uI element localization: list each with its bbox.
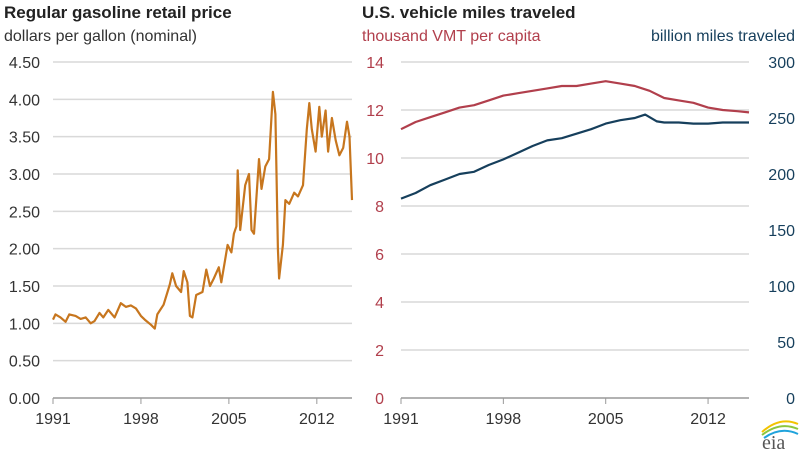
- gasoline-x-tick-label: 1998: [123, 411, 159, 428]
- gasoline-y-tick-label: 3.50: [9, 130, 40, 147]
- gasoline-y-tick-label: 0.50: [9, 354, 40, 371]
- eia-logo: eia: [761, 420, 799, 450]
- vmt-y-tick-label: 4: [375, 295, 384, 312]
- gasoline-y-tick-label: 4.00: [9, 92, 40, 109]
- gasoline-x-tick-label: 2012: [299, 411, 335, 428]
- gasoline-y-tick-label: 1.50: [9, 279, 40, 296]
- gasoline-x-tick-label: 2005: [211, 411, 247, 428]
- vmt-y-tick-label: 6: [375, 247, 384, 264]
- gasoline-y-tick-label: 2.00: [9, 242, 40, 259]
- right-chart-title: U.S. vehicle miles traveled: [362, 3, 576, 22]
- vmt-y-tick-label: 12: [366, 103, 384, 120]
- vmt-y-tick-label: 0: [375, 391, 384, 408]
- gasoline-y-tick-label: 0.00: [9, 391, 40, 408]
- vmt-y-tick-label: 2: [375, 343, 384, 360]
- gasoline-y-tick-label: 3.00: [9, 167, 40, 184]
- vmt-right-y-tick-label: 200: [768, 167, 795, 184]
- vmt-right-y-tick-label: 0: [786, 391, 795, 408]
- left-chart-title: Regular gasoline retail price: [4, 3, 232, 22]
- vmt-right-y-tick-label: 300: [768, 55, 795, 72]
- vmt-right-y-tick-label: 150: [768, 223, 795, 240]
- gasoline-series-line-main: [52, 90, 354, 330]
- svg-text:eia: eia: [762, 432, 785, 450]
- vmt-y-tick-label: 8: [375, 199, 384, 216]
- vmt-x-tick-label: 2012: [690, 411, 726, 428]
- vmt-right-y-tick-label: 250: [768, 111, 795, 128]
- left-chart-subtitle: dollars per gallon (nominal): [4, 28, 197, 45]
- right-left-axis-label: thousand VMT per capita: [362, 28, 541, 45]
- vmt-y-tick-label: 14: [366, 55, 384, 72]
- vmt-right-y-tick-label: 100: [768, 279, 795, 296]
- vmt-y-tick-label: 10: [366, 151, 384, 168]
- vmt-x-tick-label: 1998: [486, 411, 522, 428]
- gasoline-y-tick-label: 1.00: [9, 316, 40, 333]
- vmt-x-tick-label: 1991: [383, 411, 419, 428]
- gasoline-y-tick-label: 4.50: [9, 55, 40, 72]
- vmt-x-tick-label: 2005: [588, 411, 624, 428]
- vmt-series-line-right: [400, 113, 749, 200]
- gasoline-x-tick-label: 1991: [35, 411, 71, 428]
- vmt-right-y-tick-label: 50: [777, 335, 795, 352]
- gasoline-y-tick-label: 2.50: [9, 204, 40, 221]
- vmt-series-line-left: [400, 80, 750, 131]
- right-right-axis-label: billion miles traveled: [651, 28, 795, 45]
